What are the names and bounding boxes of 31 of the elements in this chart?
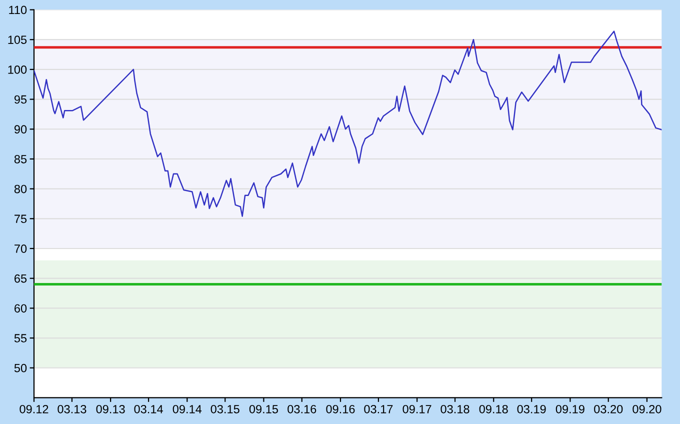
y-tick-label: 110: [9, 6, 27, 14]
y-tick-label: 100: [8, 65, 27, 74]
x-tick-label: 09.15: [249, 404, 278, 414]
x-tick-label: 03.15: [210, 404, 240, 414]
y-tick-label: 80: [14, 184, 27, 194]
x-tick-label: 03.16: [288, 404, 316, 414]
x-tick-label: 03.18: [440, 404, 470, 414]
x-tick-label: 03.17: [364, 404, 393, 414]
y-tick-label: 75: [14, 214, 27, 224]
x-tick-label: 09.12: [20, 404, 48, 414]
x-tick-label: 09.20: [632, 404, 662, 414]
y-tick-label: 60: [14, 304, 27, 313]
y-tick-label: 50: [14, 364, 27, 372]
y-tick-label: 90: [14, 125, 27, 134]
x-tick-label: 09.13: [96, 404, 125, 414]
y-tick-label: 65: [14, 274, 27, 283]
x-tick-label: 09.16: [326, 404, 355, 414]
y-tick-label: 105: [8, 36, 27, 44]
x-tick-label: 03.13: [58, 404, 86, 414]
x-tick-label: 09.17: [402, 404, 432, 414]
x-tick-label: 03.19: [517, 404, 546, 414]
x-tick-label: 09.14: [172, 404, 202, 414]
y-tick-label: 55: [14, 334, 27, 342]
x-tick-label: 03.14: [134, 404, 163, 414]
y-tick-label: 85: [14, 155, 27, 164]
y-tick-label: 70: [14, 244, 27, 253]
x-tick-label: 09.18: [479, 404, 508, 414]
y-tick-label: 95: [14, 95, 27, 104]
x-tick-label: 03.20: [594, 404, 623, 414]
x-tick-label: 09.19: [556, 404, 584, 414]
line-series: [34, 30, 662, 217]
